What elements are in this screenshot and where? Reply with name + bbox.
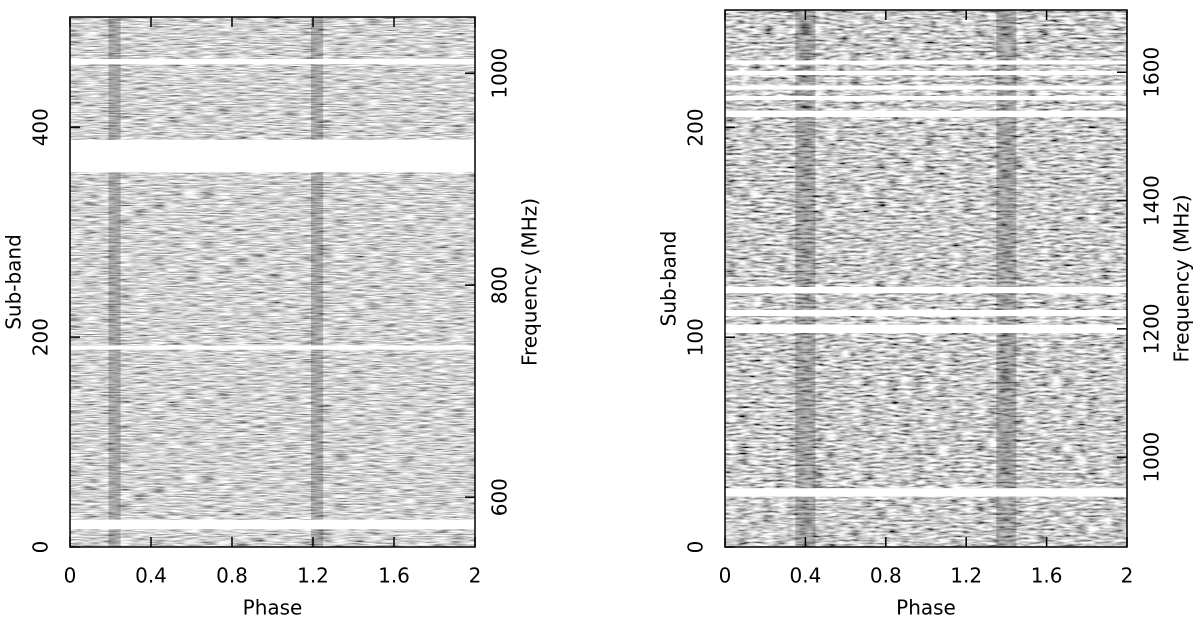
noise-image (725, 10, 1127, 547)
pulse-band (795, 10, 816, 547)
y2-tick-label: 800 (488, 266, 512, 304)
x-tick-label: 1.6 (1031, 564, 1063, 588)
plot-frame (724, 9, 1128, 548)
pulse-band (996, 10, 1017, 547)
y-tick-label: 200 (684, 108, 708, 146)
x-tick-label: 1.2 (950, 564, 982, 588)
masked-band (725, 286, 1127, 294)
x-tick-label: 0.8 (216, 564, 248, 588)
y-tick-label: 100 (684, 318, 708, 356)
y-tick-label: 0 (29, 541, 53, 554)
masked-band (70, 139, 475, 173)
x-tick-label: 0.4 (789, 564, 821, 588)
masked-band (725, 324, 1127, 334)
x-tick-label: 1.2 (297, 564, 329, 588)
x-tick-label: 2 (469, 564, 482, 588)
x-axis-label: Phase (896, 596, 956, 620)
masked-band (725, 85, 1127, 90)
y2-tick-label: 1200 (1140, 303, 1164, 354)
x-tick-label: 0.4 (135, 564, 167, 588)
x-tick-label: 2 (1121, 564, 1134, 588)
noise-image (70, 17, 475, 547)
pulse-band (108, 17, 121, 547)
masked-band (725, 309, 1127, 317)
x-tick-label: 1.6 (378, 564, 410, 588)
y-axis-label: Sub-band (2, 234, 26, 330)
x-tick-label: 0.8 (870, 564, 902, 588)
masked-band (725, 110, 1127, 117)
y-tick-label: 0 (684, 541, 708, 554)
masked-band (70, 519, 475, 530)
masked-band (725, 70, 1127, 76)
y2-tick-label: 600 (488, 478, 512, 516)
masked-band (70, 345, 475, 350)
y2-axis-label: Frequency (MHz) (518, 198, 542, 366)
masked-band (725, 96, 1127, 101)
x-tick-label: 0 (719, 564, 732, 588)
masked-band (725, 60, 1127, 65)
y2-tick-label: 1000 (488, 48, 512, 99)
y2-tick-label: 1600 (1140, 47, 1164, 98)
y2-axis-label: Frequency (MHz) (1170, 194, 1194, 362)
y-tick-label: 200 (29, 318, 53, 356)
y2-tick-label: 1000 (1140, 432, 1164, 483)
y-axis-label: Sub-band (657, 231, 681, 327)
masked-band (70, 58, 475, 65)
y2-tick-label: 1400 (1140, 175, 1164, 226)
x-axis-label: Phase (243, 596, 303, 620)
y-tick-label: 400 (29, 108, 53, 146)
masked-band (725, 488, 1127, 497)
x-tick-label: 0 (64, 564, 77, 588)
plot-frame (69, 16, 476, 548)
pulse-band (310, 17, 324, 547)
